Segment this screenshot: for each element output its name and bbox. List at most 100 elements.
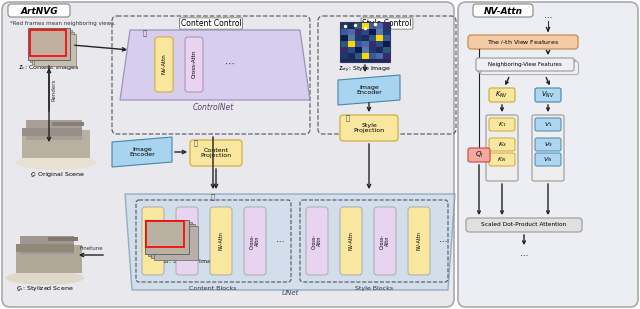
Bar — [146, 221, 184, 247]
Bar — [362, 47, 369, 53]
FancyBboxPatch shape — [340, 207, 362, 275]
Bar — [383, 53, 390, 58]
Text: ⋯: ⋯ — [520, 251, 528, 260]
Text: $V_{NV}$: $V_{NV}$ — [541, 90, 555, 100]
Bar — [355, 41, 362, 46]
Polygon shape — [338, 75, 400, 105]
FancyBboxPatch shape — [468, 35, 578, 49]
FancyBboxPatch shape — [374, 207, 396, 275]
Bar — [48, 237, 78, 241]
FancyBboxPatch shape — [408, 207, 430, 275]
Bar — [348, 41, 355, 46]
Bar — [154, 226, 198, 260]
Text: ArtNVG: ArtNVG — [20, 6, 58, 15]
FancyBboxPatch shape — [190, 140, 242, 166]
Ellipse shape — [16, 154, 96, 170]
Text: *Red frames mean neighboring views.: *Red frames mean neighboring views. — [10, 20, 116, 26]
FancyBboxPatch shape — [142, 207, 164, 275]
Text: Scaled Dot-Product Attention: Scaled Dot-Product Attention — [481, 222, 566, 227]
Text: ControlNet: ControlNet — [193, 103, 234, 112]
Polygon shape — [112, 137, 172, 167]
Text: Renders: Renders — [51, 79, 56, 101]
Text: ⋯: ⋯ — [439, 236, 447, 245]
Text: ⋯: ⋯ — [225, 59, 235, 69]
FancyBboxPatch shape — [486, 115, 518, 181]
Bar — [355, 53, 362, 58]
Bar — [26, 120, 82, 140]
Text: ⚿: ⚿ — [194, 140, 198, 146]
Bar — [341, 41, 348, 46]
Bar — [32, 32, 74, 64]
Bar — [383, 47, 390, 53]
Text: UNet: UNet — [282, 290, 299, 296]
Bar — [383, 23, 390, 28]
Bar — [348, 29, 355, 35]
Bar — [355, 35, 362, 40]
Bar — [383, 29, 390, 35]
Bar — [30, 30, 72, 62]
Bar — [22, 128, 82, 136]
Bar — [355, 29, 362, 35]
Bar — [355, 47, 362, 53]
Bar — [362, 41, 369, 46]
Bar — [341, 35, 348, 40]
Text: NV-Attn: NV-Attn — [218, 231, 223, 250]
FancyBboxPatch shape — [489, 118, 515, 131]
Bar — [145, 220, 189, 254]
Text: NV-Attn: NV-Attn — [483, 6, 522, 15]
Text: ⋯: ⋯ — [276, 236, 284, 245]
Text: $V_1$: $V_1$ — [543, 120, 552, 129]
Bar — [16, 245, 82, 273]
FancyBboxPatch shape — [473, 4, 533, 17]
Bar — [362, 53, 369, 58]
FancyBboxPatch shape — [535, 138, 561, 151]
FancyBboxPatch shape — [535, 88, 561, 102]
FancyBboxPatch shape — [532, 115, 564, 181]
FancyBboxPatch shape — [479, 60, 577, 74]
FancyBboxPatch shape — [535, 153, 561, 166]
FancyBboxPatch shape — [210, 207, 232, 275]
Text: ⋯: ⋯ — [545, 142, 552, 148]
FancyBboxPatch shape — [535, 118, 561, 131]
Text: Image
Encoder: Image Encoder — [129, 146, 155, 157]
Bar — [341, 23, 348, 28]
Bar — [16, 244, 74, 252]
Text: Neighboring-View Features: Neighboring-View Features — [488, 62, 562, 67]
Text: $\mathcal{I}_{sty}$: Style Image: $\mathcal{I}_{sty}$: Style Image — [339, 65, 392, 75]
Text: NV-Attn: NV-Attn — [150, 231, 156, 250]
Bar — [369, 29, 376, 35]
FancyBboxPatch shape — [306, 207, 328, 275]
Bar — [341, 29, 348, 35]
FancyBboxPatch shape — [8, 4, 70, 17]
FancyBboxPatch shape — [466, 218, 582, 232]
FancyBboxPatch shape — [458, 2, 638, 307]
Text: Cross-Attn: Cross-Attn — [191, 50, 196, 78]
Bar — [362, 29, 369, 35]
Text: $K_N$: $K_N$ — [497, 155, 507, 164]
Bar — [355, 23, 362, 28]
Polygon shape — [125, 194, 455, 290]
Bar — [341, 53, 348, 58]
FancyBboxPatch shape — [244, 207, 266, 275]
Text: Content
Projection: Content Projection — [200, 148, 232, 159]
FancyBboxPatch shape — [477, 59, 575, 72]
FancyBboxPatch shape — [185, 37, 203, 92]
Text: $\mathcal{G}_s$: Stylized Scene: $\mathcal{G}_s$: Stylized Scene — [16, 284, 74, 293]
FancyBboxPatch shape — [489, 153, 515, 166]
Text: The $i$-th View Features: The $i$-th View Features — [487, 38, 559, 46]
FancyBboxPatch shape — [2, 2, 454, 307]
Bar — [148, 222, 192, 256]
FancyBboxPatch shape — [155, 37, 173, 92]
Bar — [348, 23, 355, 28]
Bar — [20, 236, 74, 254]
Text: $K_{NV}$: $K_{NV}$ — [495, 90, 509, 100]
Bar — [348, 47, 355, 53]
Bar — [362, 35, 369, 40]
FancyBboxPatch shape — [489, 138, 515, 151]
Bar — [14, 115, 99, 173]
Text: $\mathcal{G}$: Original Scene: $\mathcal{G}$: Original Scene — [29, 170, 84, 179]
Bar — [30, 30, 66, 56]
Text: Cross-
Attn: Cross- Attn — [182, 233, 193, 248]
Text: Style Blocks: Style Blocks — [355, 286, 393, 291]
Text: $V_N$: $V_N$ — [543, 155, 553, 164]
